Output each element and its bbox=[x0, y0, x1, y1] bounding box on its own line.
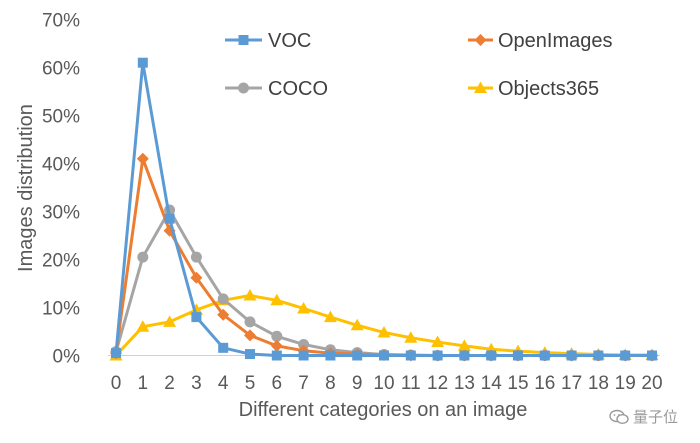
data-point-objects365 bbox=[377, 325, 391, 338]
legend-marker bbox=[238, 35, 249, 45]
x-tick-label: 10 bbox=[373, 373, 394, 394]
x-tick-label: 8 bbox=[325, 373, 336, 394]
legend-marker bbox=[238, 82, 249, 94]
legend: VOC OpenImages COCO Objects365 bbox=[225, 30, 613, 100]
y-tick-label: 0% bbox=[53, 347, 81, 368]
data-point-openimages bbox=[217, 308, 230, 321]
y-axis-title: Images distribution bbox=[15, 104, 37, 272]
legend-label: OpenImages bbox=[498, 30, 613, 52]
data-point-voc bbox=[137, 57, 148, 68]
data-point-coco bbox=[298, 338, 310, 350]
legend-item-voc: VOC bbox=[225, 30, 311, 52]
legend-marker bbox=[474, 34, 487, 46]
y-tick-label: 10% bbox=[42, 299, 80, 320]
y-axis-ticks: 0% 10% 20% 30% 40% 50% 60% 70% bbox=[42, 11, 80, 368]
data-point-voc bbox=[271, 350, 282, 361]
x-tick-label: 12 bbox=[427, 373, 448, 394]
data-point-objects365 bbox=[404, 331, 418, 343]
data-point-voc bbox=[352, 350, 363, 361]
y-tick-label: 20% bbox=[42, 251, 80, 272]
series-coco bbox=[110, 204, 658, 361]
data-point-voc bbox=[486, 350, 497, 361]
data-point-voc bbox=[405, 350, 416, 361]
y-tick-label: 70% bbox=[42, 11, 80, 32]
data-point-voc bbox=[513, 350, 523, 361]
x-tick-label: 3 bbox=[191, 373, 202, 394]
data-point-objects365 bbox=[270, 293, 284, 306]
legend-label: VOC bbox=[268, 30, 311, 52]
data-point-voc bbox=[379, 350, 389, 361]
x-tick-label: 6 bbox=[272, 373, 283, 394]
data-point-objects365 bbox=[297, 301, 311, 314]
data-point-openimages bbox=[270, 339, 283, 352]
data-point-objects365 bbox=[189, 303, 203, 315]
data-point-objects365 bbox=[323, 310, 337, 323]
data-point-voc bbox=[191, 312, 202, 323]
data-point-voc bbox=[620, 350, 631, 361]
data-point-voc bbox=[218, 342, 229, 353]
watermark-text: 量子位 bbox=[632, 408, 678, 426]
x-tick-label: 4 bbox=[218, 373, 229, 394]
legend-item-openimages: OpenImages bbox=[468, 30, 613, 52]
x-tick-label: 13 bbox=[454, 373, 475, 394]
watermark: 量子位 bbox=[609, 406, 678, 427]
data-point-objects365 bbox=[350, 318, 364, 331]
legend-marker bbox=[474, 81, 487, 93]
x-tick-label: 14 bbox=[481, 373, 503, 394]
y-tick-label: 40% bbox=[42, 155, 80, 176]
data-point-voc bbox=[432, 350, 443, 361]
data-point-objects365 bbox=[136, 320, 150, 332]
y-tick-label: 60% bbox=[42, 59, 80, 80]
x-tick-label: 5 bbox=[245, 373, 256, 394]
x-tick-label: 18 bbox=[588, 373, 609, 394]
legend-item-objects365: Objects365 bbox=[468, 78, 599, 100]
data-point-voc bbox=[647, 350, 657, 361]
x-tick-label: 19 bbox=[615, 373, 636, 394]
x-tick-label: 16 bbox=[534, 373, 555, 394]
data-point-coco bbox=[217, 293, 229, 305]
legend-label: COCO bbox=[268, 78, 328, 100]
data-point-voc bbox=[459, 350, 470, 361]
legend-label: Objects365 bbox=[498, 78, 599, 100]
wechat-icon bbox=[609, 409, 629, 424]
data-point-objects365 bbox=[457, 339, 471, 351]
y-tick-label: 50% bbox=[42, 107, 80, 128]
data-point-openimages bbox=[136, 152, 149, 165]
data-point-objects365 bbox=[243, 289, 257, 301]
data-point-voc bbox=[593, 350, 604, 361]
data-point-coco bbox=[244, 316, 256, 328]
data-point-voc bbox=[111, 348, 121, 359]
data-point-voc bbox=[245, 349, 255, 360]
data-point-voc bbox=[164, 213, 175, 224]
x-tick-label: 17 bbox=[561, 373, 582, 394]
legend-item-coco: COCO bbox=[225, 78, 328, 100]
x-axis-ticks: 0 1 2 3 4 5 6 7 8 9 10 11 12 13 14 15 16 17 18 19 20 bbox=[111, 373, 663, 394]
x-tick-label: 2 bbox=[164, 373, 175, 394]
series-voc bbox=[111, 57, 657, 361]
data-point-voc bbox=[325, 350, 336, 361]
series-line-voc bbox=[114, 61, 652, 357]
data-point-coco bbox=[271, 330, 283, 342]
data-point-coco bbox=[190, 251, 202, 263]
data-point-openimages bbox=[190, 271, 203, 284]
y-tick-label: 30% bbox=[42, 203, 80, 224]
data-point-openimages bbox=[244, 329, 256, 342]
x-tick-label: 7 bbox=[298, 373, 309, 394]
x-tick-label: 9 bbox=[352, 373, 363, 394]
series-group bbox=[109, 57, 659, 362]
data-point-voc bbox=[539, 350, 550, 361]
x-axis-title: Different categories on an image bbox=[239, 399, 528, 421]
x-tick-label: 15 bbox=[507, 373, 528, 394]
data-point-voc bbox=[298, 350, 309, 361]
x-tick-label: 20 bbox=[641, 373, 662, 394]
data-point-objects365 bbox=[163, 315, 177, 327]
x-tick-label: 0 bbox=[111, 373, 122, 394]
data-point-objects365 bbox=[431, 335, 445, 348]
x-tick-label: 11 bbox=[401, 373, 421, 394]
x-tick-label: 1 bbox=[138, 373, 149, 394]
data-point-voc bbox=[566, 350, 577, 361]
data-point-coco bbox=[137, 251, 149, 263]
